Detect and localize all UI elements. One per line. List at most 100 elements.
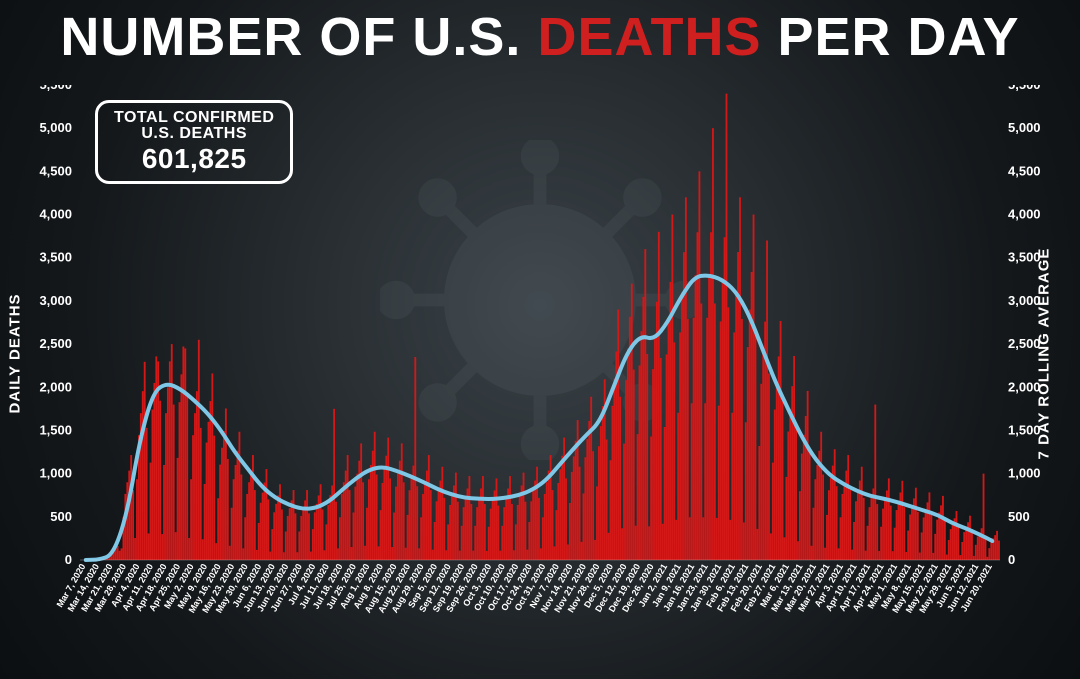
bar [780,321,782,560]
bar [981,528,983,560]
bar [484,504,486,560]
bar [876,504,878,560]
bar [494,490,496,560]
y-tick-label: 1,000 [39,466,72,481]
bar [584,457,586,560]
bar [878,551,880,560]
bar [675,520,677,560]
bar [706,318,708,560]
bar [565,478,567,560]
bar [805,416,807,560]
bar [654,335,656,560]
bar [441,467,443,560]
bar [490,509,492,560]
bar [217,498,219,560]
bar [677,413,679,560]
bar [320,484,322,560]
bar [822,475,824,561]
y-tick-label: 5,500 [1008,85,1041,92]
y-tick-label: 3,000 [39,293,72,308]
bar [206,443,208,560]
y-tick-label: 5,000 [1008,120,1041,135]
bar [519,495,521,560]
bar [843,482,845,560]
bar [546,482,548,560]
bar [606,440,608,560]
bar [774,410,776,560]
bar [724,237,726,560]
bar [869,507,871,560]
bar [901,481,903,560]
bar [666,354,668,560]
bar [192,435,194,560]
bar [795,424,797,560]
bar [177,458,179,560]
bar [745,422,747,560]
bar [671,215,673,560]
bar [497,506,499,560]
bar [683,252,685,560]
bar [756,529,758,560]
bar [416,486,418,560]
bar [486,551,488,560]
bar [865,551,867,560]
bar [432,550,434,560]
bar [397,474,399,560]
bar [872,488,874,560]
bar [956,511,958,560]
bar [343,482,345,560]
bar [428,455,430,560]
bar [463,507,465,560]
bar [842,494,844,560]
bar [932,553,934,560]
bar [867,526,869,560]
title-part-1: NUMBER OF U.S. [60,7,521,67]
bar [438,491,440,560]
bar [523,473,525,560]
bar [242,548,244,560]
bar [631,284,633,560]
bar [903,507,905,560]
bar [457,502,459,560]
bar [550,455,552,560]
bar [637,434,639,560]
bar [930,515,932,560]
bar [295,513,297,560]
bar [809,447,811,560]
total-box-value: 601,825 [114,143,274,175]
bar [360,443,362,560]
bar [718,406,720,560]
bar [944,517,946,560]
bar [934,534,936,560]
bar [362,482,364,560]
bar [153,383,155,560]
bar [594,540,596,560]
y-tick-label: 4,500 [39,163,72,178]
bar [281,509,283,560]
bar [161,534,163,560]
bar [347,455,349,560]
bar [990,542,992,560]
bar [726,94,728,560]
bar [598,446,600,560]
bar [731,413,733,560]
bar [888,478,890,560]
bar [215,543,217,560]
bar [716,518,718,560]
bar [776,383,778,560]
bar [175,532,177,560]
bar [528,522,530,560]
bar [729,520,731,560]
bar [380,510,382,560]
bar [414,357,416,560]
bar [758,446,760,560]
bar [555,510,557,560]
y-axis-label-left: DAILY DEATHS [7,293,24,413]
bar [720,321,722,560]
bar [316,504,318,560]
bar [240,475,242,561]
bar [656,302,658,560]
bar [658,232,660,560]
bar [905,552,907,560]
y-tick-label: 500 [1008,509,1030,524]
